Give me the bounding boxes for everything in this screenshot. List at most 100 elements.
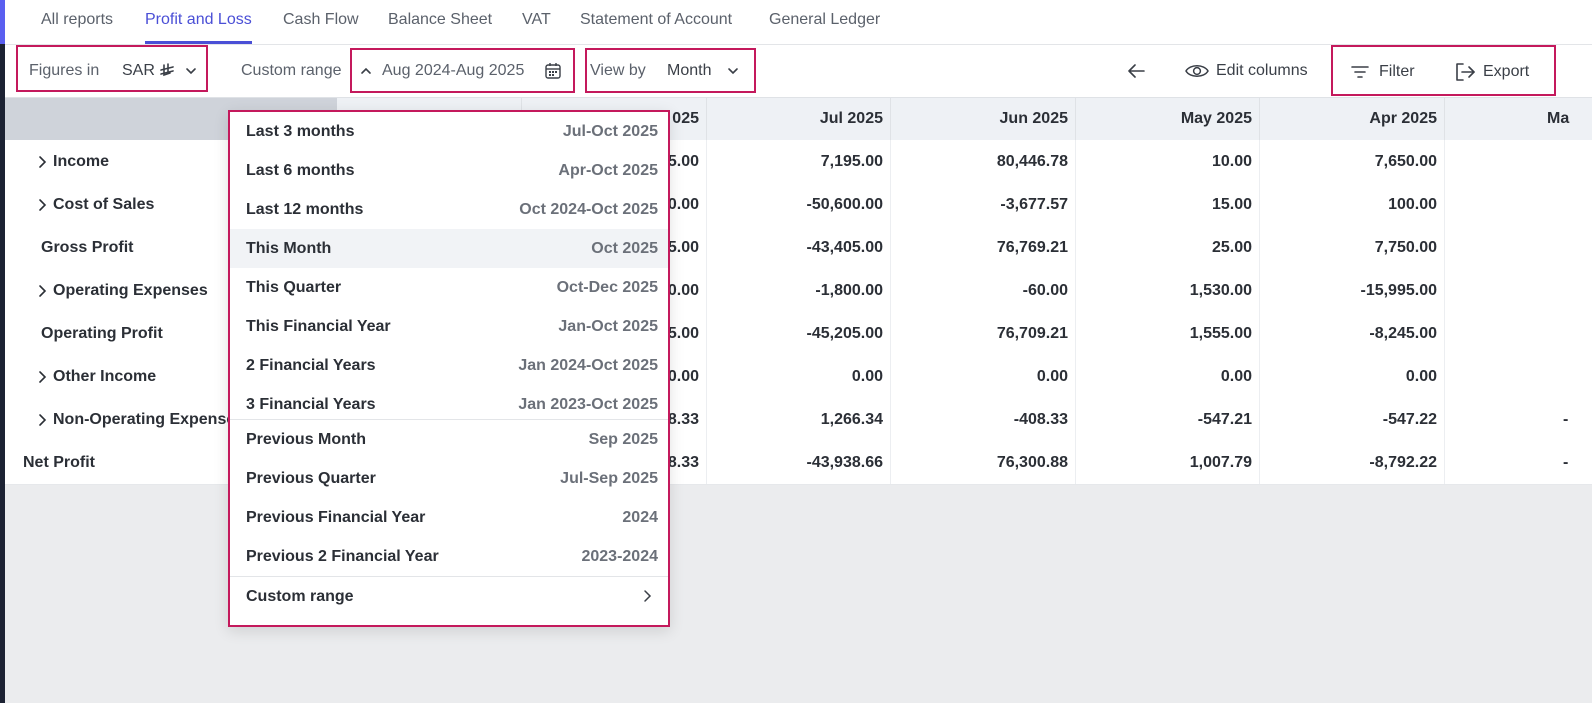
table-cell: -8,245.00 xyxy=(1259,312,1444,355)
date-preset-option[interactable]: 3 Financial Years Jan 2023-Oct 2025 xyxy=(230,385,668,424)
table-cell: 7,195.00 xyxy=(706,140,890,183)
table-cell xyxy=(1444,183,1592,226)
column-header: May 2025 xyxy=(1075,98,1259,140)
date-preset-option[interactable]: This Month Oct 2025 xyxy=(230,229,668,268)
date-preset-range: Oct 2024-Oct 2025 xyxy=(519,201,658,218)
table-cell: 25.00 xyxy=(1075,226,1259,269)
table-cell: 80,446.78 xyxy=(890,140,1075,183)
chevron-right-icon xyxy=(640,589,654,603)
chevron-right-icon[interactable] xyxy=(35,370,49,384)
date-preset-range: Oct-Dec 2025 xyxy=(556,279,658,296)
date-preset-range: 2023-2024 xyxy=(581,548,658,565)
filter-label: Filter xyxy=(1379,63,1415,80)
date-preset-label: 3 Financial Years xyxy=(246,396,376,413)
date-preset-option[interactable]: Custom range xyxy=(230,577,668,616)
date-preset-option[interactable]: Previous Financial Year 2024 xyxy=(230,498,668,537)
table-cell: 7,750.00 xyxy=(1259,226,1444,269)
date-preset-option[interactable]: This Financial Year Jan-Oct 2025 xyxy=(230,307,668,346)
date-preset-option[interactable]: Previous 2 Financial Year 2023-2024 xyxy=(230,537,668,576)
date-preset-label: Last 6 months xyxy=(246,162,355,179)
edit-columns-button[interactable]: Edit columns xyxy=(1185,56,1317,86)
date-preset-label: Previous Financial Year xyxy=(246,509,426,526)
table-cell: 1,266.34 xyxy=(706,398,890,441)
row-label: Operating Profit xyxy=(41,325,163,342)
row-label: Non-Operating Expense xyxy=(53,411,236,428)
date-preset-option[interactable]: 2 Financial Years Jan 2024-Oct 2025 xyxy=(230,346,668,385)
riyal-symbol-icon xyxy=(158,61,176,81)
chevron-right-icon[interactable] xyxy=(35,155,49,169)
range-mode-label[interactable]: Custom range xyxy=(241,62,342,79)
filter-button[interactable]: Filter xyxy=(1351,57,1421,87)
export-icon xyxy=(1454,62,1476,82)
table-cell xyxy=(1444,140,1592,183)
calendar-icon xyxy=(543,61,563,81)
date-preset-range: Jul-Sep 2025 xyxy=(560,470,658,487)
date-preset-label: Previous 2 Financial Year xyxy=(246,548,439,565)
tab-balance-sheet[interactable]: Balance Sheet xyxy=(388,11,493,28)
table-cell: 0.00 xyxy=(1075,355,1259,398)
table-cell: 10.00 xyxy=(1075,140,1259,183)
filter-icon xyxy=(1351,63,1369,81)
divider xyxy=(230,419,668,420)
table-cell: 1,530.00 xyxy=(1075,269,1259,312)
export-button[interactable]: Export xyxy=(1454,57,1538,87)
tab-all-reports[interactable]: All reports xyxy=(41,11,114,28)
date-preset-option[interactable]: Last 12 months Oct 2024-Oct 2025 xyxy=(230,190,668,229)
table-cell: -8,792.22 xyxy=(1259,441,1444,484)
table-cell: 0.00 xyxy=(1259,355,1444,398)
row-label: Gross Profit xyxy=(41,239,134,256)
chevron-right-icon[interactable] xyxy=(35,284,49,298)
currency-value: SAR xyxy=(122,62,155,79)
currency-selector[interactable]: Figures in SAR xyxy=(16,45,208,92)
table-cell xyxy=(1444,269,1592,312)
table-cell: -3,677.57 xyxy=(890,183,1075,226)
table-cell: 76,709.21 xyxy=(890,312,1075,355)
table-cell: -1,800.00 xyxy=(706,269,890,312)
date-preset-label: This Financial Year xyxy=(246,318,391,335)
table-cell: - xyxy=(1444,398,1592,441)
tab-vat[interactable]: VAT xyxy=(522,11,551,28)
date-preset-option[interactable]: Previous Month Sep 2025 xyxy=(230,420,668,459)
divider xyxy=(230,576,668,577)
column-header: Ma xyxy=(1444,98,1592,140)
date-preset-range: Sep 2025 xyxy=(588,431,658,448)
table-cell: 76,300.88 xyxy=(890,441,1075,484)
date-preset-option[interactable]: Last 3 months Jul-Oct 2025 xyxy=(230,112,668,151)
table-cell: - xyxy=(1444,441,1592,484)
date-range-picker[interactable]: Aug 2024-Aug 2025 xyxy=(350,48,575,93)
column-header: Jun 2025 xyxy=(890,98,1075,140)
date-preset-label: Last 12 months xyxy=(246,201,364,218)
tab-profit-and-loss[interactable]: Profit and Loss xyxy=(145,0,252,44)
table-cell: 0.00 xyxy=(890,355,1075,398)
report-tabs: All reports Profit and Loss Cash Flow Ba… xyxy=(5,0,1592,45)
date-preset-option[interactable]: Last 6 months Apr-Oct 2025 xyxy=(230,151,668,190)
tab-statement-of-account[interactable]: Statement of Account xyxy=(580,11,733,28)
date-preset-range: Jul-Oct 2025 xyxy=(562,123,658,140)
column-header: Apr 2025 xyxy=(1259,98,1444,140)
chevron-right-icon[interactable] xyxy=(35,413,49,427)
row-label: Income xyxy=(53,153,110,170)
date-preset-label: This Quarter xyxy=(246,279,342,296)
view-by-label: View by xyxy=(590,62,646,79)
table-cell: -547.22 xyxy=(1259,398,1444,441)
date-preset-range: Jan 2024-Oct 2025 xyxy=(518,357,658,374)
eye-icon xyxy=(1185,60,1209,82)
table-cell: 7,650.00 xyxy=(1259,140,1444,183)
date-preset-option[interactable]: Previous Quarter Jul-Sep 2025 xyxy=(230,459,668,498)
row-label: Cost of Sales xyxy=(53,196,155,213)
view-by-value: Month xyxy=(667,62,712,79)
figures-in-label: Figures in xyxy=(29,62,100,79)
date-preset-option[interactable]: This Quarter Oct-Dec 2025 xyxy=(230,268,668,307)
table-cell: -408.33 xyxy=(890,398,1075,441)
tab-general-ledger[interactable]: General Ledger xyxy=(769,11,881,28)
left-rail xyxy=(0,0,5,703)
table-cell xyxy=(1444,355,1592,398)
view-by-selector[interactable]: View by Month xyxy=(585,48,756,93)
row-label: Other Income xyxy=(53,368,157,385)
back-arrow-icon[interactable] xyxy=(1124,59,1148,83)
tab-cash-flow[interactable]: Cash Flow xyxy=(283,11,359,28)
left-rail-accent xyxy=(0,0,5,44)
column-header: Jul 2025 xyxy=(706,98,890,140)
table-cell xyxy=(1444,226,1592,269)
chevron-right-icon[interactable] xyxy=(35,198,49,212)
